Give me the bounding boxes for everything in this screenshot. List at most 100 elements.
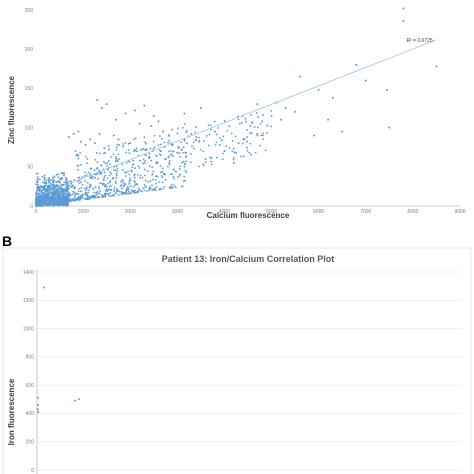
- data-point: [121, 181, 124, 184]
- data-point: [149, 187, 152, 190]
- data-point: [185, 131, 188, 134]
- data-point: [54, 201, 56, 203]
- data-point: [109, 171, 112, 174]
- data-point: [155, 182, 157, 185]
- data-point: [66, 194, 69, 197]
- data-point: [105, 183, 107, 186]
- data-point: [185, 142, 188, 145]
- data-point: [75, 198, 77, 201]
- data-point: [106, 177, 109, 180]
- data-point: [102, 178, 105, 181]
- data-point: [96, 190, 99, 193]
- data-point: [241, 142, 244, 145]
- data-point: [115, 174, 118, 176]
- data-point: [65, 186, 67, 189]
- data-point: [76, 154, 79, 157]
- data-point: [113, 193, 115, 196]
- data-point: [51, 200, 54, 203]
- data-point: [60, 177, 62, 179]
- data-point: [36, 190, 38, 193]
- data-point: [210, 163, 213, 166]
- data-point: [109, 179, 112, 182]
- data-point: [138, 188, 141, 191]
- data-point: [164, 178, 167, 181]
- data-point: [137, 165, 140, 168]
- data-point: [78, 398, 80, 401]
- data-point: [47, 184, 50, 187]
- data-point: [183, 163, 186, 166]
- data-point: [171, 183, 173, 186]
- data-point: [81, 194, 84, 197]
- data-point: [94, 158, 97, 161]
- data-point: [58, 193, 60, 196]
- data-point: [225, 145, 228, 148]
- data-point: [152, 114, 155, 117]
- data-point: [143, 184, 146, 186]
- data-point: [192, 141, 195, 144]
- data-point: [117, 138, 120, 141]
- data-point: [143, 136, 146, 139]
- data-point: [168, 150, 170, 153]
- data-point: [199, 148, 202, 151]
- data-point: [142, 158, 145, 161]
- data-point: [116, 143, 119, 146]
- data-point: [152, 147, 155, 150]
- data-point: [246, 140, 248, 143]
- data-point: [115, 182, 117, 185]
- data-point: [148, 165, 151, 168]
- data-point: [249, 142, 252, 145]
- data-point: [110, 155, 112, 158]
- data-point: [61, 172, 64, 174]
- data-point: [64, 195, 67, 198]
- data-point: [102, 195, 105, 198]
- data-point: [139, 159, 142, 162]
- data-point: [109, 195, 111, 198]
- data-point: [148, 157, 151, 160]
- data-point: [183, 175, 186, 178]
- data-point: [364, 79, 367, 82]
- data-point: [85, 186, 88, 189]
- data-point: [84, 193, 87, 196]
- data-point: [50, 202, 53, 205]
- data-point: [55, 199, 57, 202]
- data-point: [40, 186, 43, 189]
- data-point: [87, 171, 90, 174]
- data-point: [101, 194, 104, 196]
- data-point: [119, 185, 122, 188]
- data-point: [51, 203, 54, 206]
- data-point: [37, 186, 40, 189]
- data-point: [67, 200, 70, 202]
- data-point: [49, 204, 52, 207]
- data-point: [71, 193, 74, 196]
- data-point: [171, 186, 174, 189]
- data-point: [215, 133, 218, 136]
- x-axis-ticks: 0 1000 2000 3000 4000 5000 6000 7000 8000 9000: [35, 209, 466, 215]
- data-point: [284, 107, 287, 109]
- data-point: [179, 156, 181, 158]
- data-point: [202, 164, 205, 166]
- data-point: [171, 128, 174, 131]
- data-point: [52, 198, 55, 201]
- data-point: [98, 169, 101, 172]
- data-point: [159, 150, 162, 153]
- x-tick-label: 0: [35, 209, 38, 215]
- data-point: [99, 190, 101, 192]
- data-point: [106, 169, 109, 171]
- data-point: [130, 185, 132, 187]
- data-point: [73, 196, 76, 199]
- data-point: [159, 171, 162, 174]
- data-point: [91, 177, 93, 180]
- data-point: [67, 136, 70, 139]
- data-point: [159, 143, 162, 146]
- data-point: [65, 190, 68, 193]
- data-point: [53, 202, 56, 205]
- data-point: [51, 191, 54, 193]
- data-point: [279, 118, 282, 121]
- data-point: [114, 160, 117, 163]
- data-point: [77, 168, 79, 171]
- data-point: [181, 148, 184, 151]
- data-point: [163, 185, 166, 188]
- data-point: [237, 118, 240, 121]
- data-point: [231, 150, 234, 153]
- data-point: [54, 186, 57, 188]
